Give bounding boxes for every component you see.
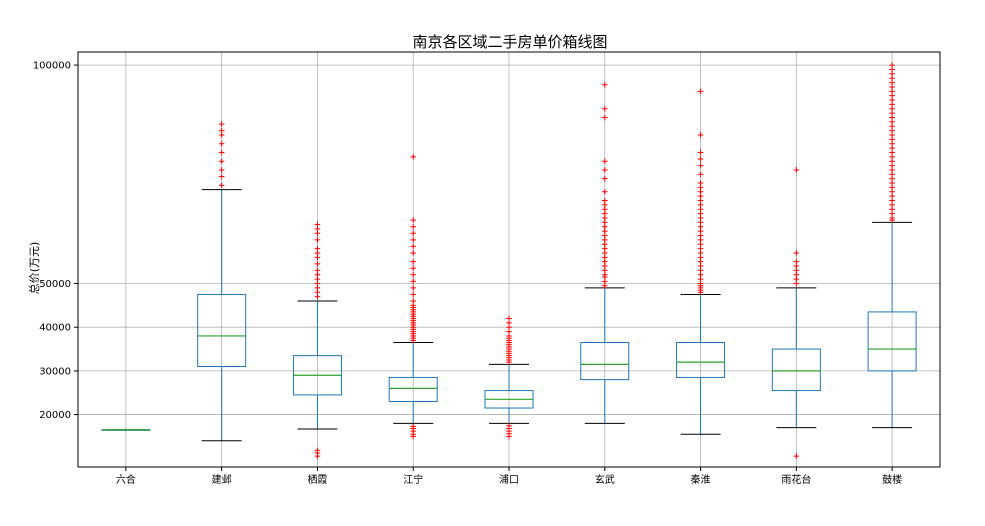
outlier-point	[697, 132, 704, 138]
y-tick-label: 30000	[39, 366, 71, 377]
outlier-point	[314, 221, 321, 228]
outlier-point	[410, 243, 417, 250]
box-body	[676, 342, 726, 378]
outlier-point	[218, 149, 225, 156]
grid-layer	[78, 52, 940, 467]
outlier-point	[697, 162, 704, 169]
y-tick-label: 100000	[33, 61, 71, 72]
outlier-point	[314, 447, 321, 454]
x-tick-label: 浦口	[499, 473, 519, 486]
y-tick-label: 40000	[39, 323, 71, 334]
outlier-point	[601, 188, 608, 195]
x-tick-label: 玄武	[595, 473, 615, 486]
y-axis-label: 总价(万元)	[27, 242, 41, 295]
axis-layer: 20000 30000 40000 50000 100000 六合 建邺 栖霞 江宁 浦口 玄武 秦淮…	[33, 61, 902, 486]
box-body	[867, 311, 917, 372]
outlier-point	[410, 154, 417, 160]
outlier-point	[218, 121, 225, 127]
box-group-3	[292, 221, 342, 459]
box-layer	[101, 62, 917, 459]
outlier-point	[793, 258, 800, 265]
plot-area-frame	[77, 51, 941, 468]
outlier-point	[410, 237, 417, 243]
box-group-2	[197, 121, 247, 442]
outlier-point	[793, 453, 800, 459]
outlier-point	[218, 167, 225, 173]
box-group-9	[867, 62, 917, 429]
outlier-point	[218, 127, 225, 134]
outlier-point	[410, 217, 417, 223]
outlier-point	[314, 245, 321, 252]
x-tick-label: 秦淮	[691, 473, 711, 486]
outlier-point	[601, 158, 608, 165]
outlier-point	[410, 265, 417, 272]
outlier-point	[410, 271, 417, 278]
box-group-5	[484, 315, 534, 440]
outlier-point	[697, 149, 704, 156]
outlier-point	[218, 173, 225, 180]
outlier-point	[697, 171, 704, 178]
box-body	[580, 342, 630, 381]
x-tick-label: 江宁	[403, 473, 423, 486]
box-body	[771, 348, 821, 392]
box-group-6	[580, 81, 630, 424]
outlier-point	[601, 81, 608, 88]
box-body	[388, 376, 438, 402]
outlier-point	[410, 223, 417, 230]
outlier-point	[601, 175, 608, 182]
box-group-1	[101, 429, 151, 431]
outlier-point	[218, 182, 225, 189]
outlier-point	[697, 180, 704, 186]
outlier-point	[314, 261, 321, 267]
x-tick-label: 建邺	[212, 473, 232, 486]
outlier-point	[410, 278, 417, 285]
outlier-point	[410, 250, 417, 256]
outlier-point	[697, 88, 704, 95]
outlier-point	[601, 197, 608, 204]
x-tick-label: 六合	[116, 473, 136, 486]
outlier-point	[314, 267, 321, 274]
outlier-point	[697, 156, 704, 162]
chart-title: 南京各区域二手房单价箱线图	[412, 33, 607, 51]
outlier-point	[218, 158, 225, 165]
y-tick-label: 50000	[39, 279, 71, 290]
outlier-point	[506, 315, 512, 322]
outlier-point	[218, 140, 225, 147]
x-tick-label: 鼓楼	[882, 473, 902, 486]
outlier-point	[410, 291, 417, 298]
box-group-8	[771, 167, 821, 459]
outlier-point	[314, 237, 321, 243]
outlier-point	[410, 423, 417, 430]
outlier-point	[601, 114, 608, 121]
outlier-point	[889, 62, 895, 68]
box-group-7	[676, 88, 726, 435]
outlier-point	[410, 258, 417, 265]
box-group-4	[388, 154, 438, 440]
box-body	[197, 293, 247, 368]
x-tick-label: 雨花台	[781, 473, 811, 486]
outlier-point	[506, 423, 512, 429]
outlier-point	[410, 230, 417, 237]
x-tick-label: 栖霞	[307, 473, 327, 486]
outlier-point	[601, 105, 608, 112]
outlier-point	[410, 285, 417, 291]
outlier-point	[793, 250, 800, 256]
y-tick-label: 20000	[39, 410, 71, 421]
outlier-point	[410, 298, 417, 304]
outlier-point	[793, 167, 800, 173]
outlier-point	[601, 167, 608, 173]
